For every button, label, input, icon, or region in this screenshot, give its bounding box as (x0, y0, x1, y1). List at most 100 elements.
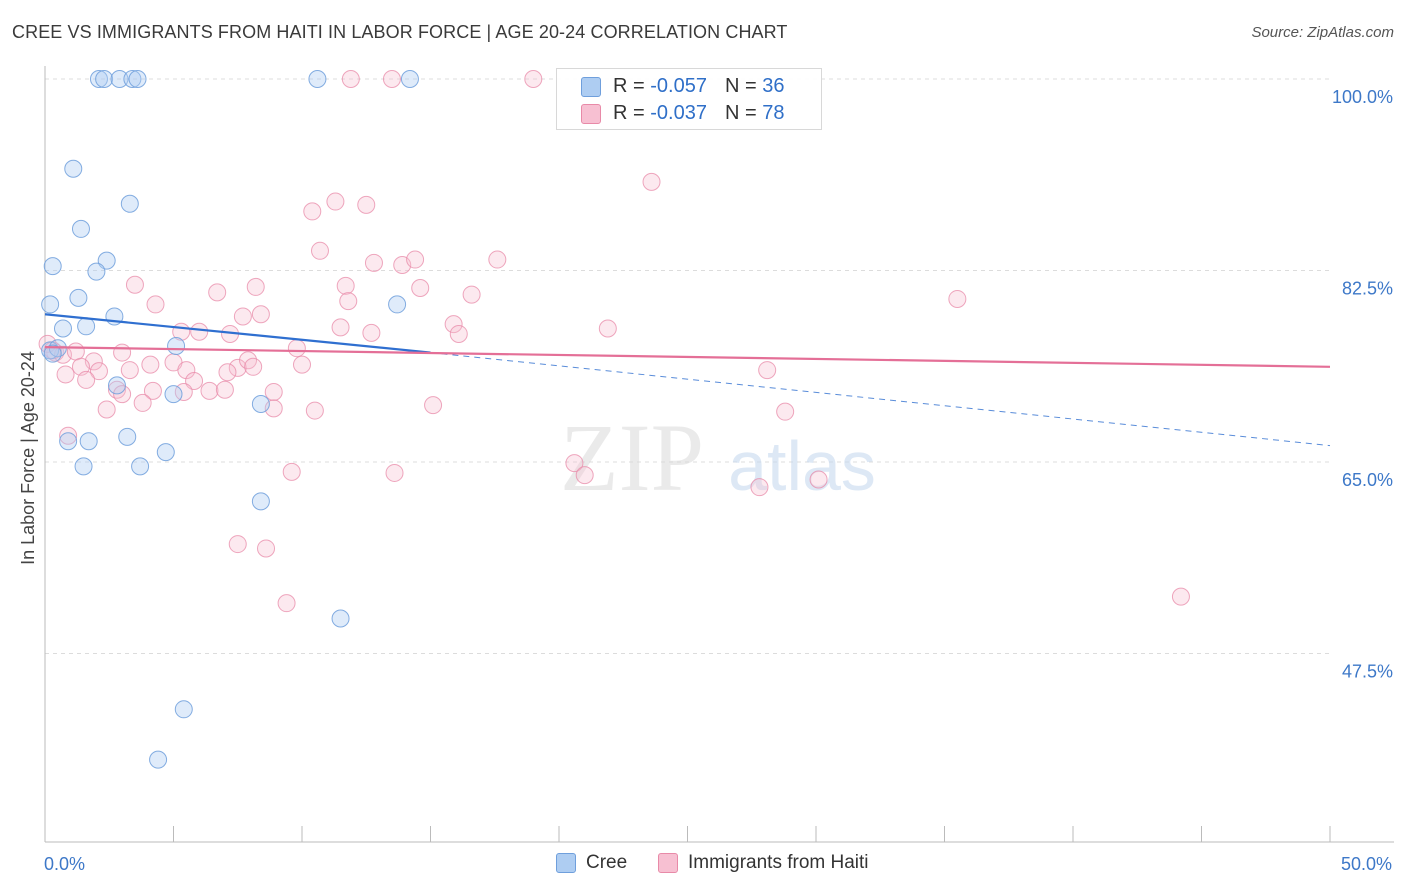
cree-point (53, 319, 72, 338)
legend-haiti-swatch-icon (658, 853, 678, 873)
cree-point (59, 432, 78, 451)
haiti-point (264, 382, 283, 401)
haiti-point (339, 292, 358, 311)
haiti-point (215, 380, 234, 399)
haiti-swatch-icon (581, 103, 601, 124)
x-tick-label: 0.0% (44, 854, 85, 874)
haiti-point (125, 275, 144, 294)
cree-point (79, 432, 98, 451)
haiti-point (406, 250, 425, 269)
cree-trendline-extension (430, 352, 1331, 447)
legend-haiti-label: Immigrants from Haiti (688, 852, 869, 873)
haiti-point (948, 289, 967, 308)
haiti-point (228, 358, 247, 377)
haiti-point (141, 355, 160, 374)
legend-item-haiti[interactable]: Immigrants from Haiti (658, 852, 869, 874)
cree-point (97, 251, 116, 270)
haiti-point (357, 195, 376, 214)
cree-point (128, 70, 147, 88)
cree-point (107, 376, 126, 395)
cree-swatch-icon (581, 76, 601, 97)
haiti-point (133, 393, 152, 412)
haiti-point (488, 250, 507, 269)
haiti-point (449, 324, 468, 343)
haiti-n-label: N = (724, 102, 757, 124)
bottom-legend: Cree Immigrants from Haiti (0, 850, 1406, 880)
haiti-point (642, 172, 661, 191)
stat-legend-row-haiti: R = -0.037 N = 78 (581, 102, 784, 125)
cree-point (77, 317, 96, 336)
haiti-point (382, 70, 401, 88)
haiti-point (282, 462, 301, 481)
haiti-point (462, 285, 481, 304)
axes (44, 66, 1394, 843)
haiti-point (758, 361, 777, 380)
haiti-point (59, 426, 78, 445)
haiti-n-value: 78 (762, 102, 785, 124)
haiti-point (218, 363, 237, 382)
y-tick-label: 82.5% (1342, 279, 1393, 299)
cree-point (74, 457, 93, 476)
watermark-zip: ZIP (560, 404, 704, 511)
haiti-point (303, 202, 322, 221)
cree-point (251, 395, 270, 414)
haiti-point (341, 70, 360, 88)
haiti-point (120, 361, 139, 380)
haiti-point (228, 535, 247, 554)
haiti-point (362, 323, 381, 342)
haiti-point (185, 372, 204, 391)
cree-point (164, 385, 183, 404)
haiti-point (364, 253, 383, 272)
cree-r-label: R = (613, 75, 645, 97)
haiti-point (66, 342, 85, 361)
legend-cree-label: Cree (586, 852, 628, 873)
cree-point (118, 427, 137, 446)
cree-point (156, 443, 175, 462)
haiti-point (190, 322, 209, 341)
y-tick-label: 65.0% (1342, 470, 1393, 490)
haiti-point (287, 339, 306, 358)
cree-point (308, 70, 327, 88)
haiti-point (310, 241, 329, 260)
haiti-point (424, 396, 443, 415)
x-tick-label: 50.0% (1341, 854, 1392, 874)
haiti-point (565, 454, 584, 473)
stat-legend-row-cree: R = -0.057 N = 36 (581, 75, 784, 98)
haiti-point (385, 463, 404, 482)
haiti-r-value: -0.037 (650, 102, 707, 124)
haiti-point (246, 277, 265, 296)
cree-point (251, 492, 270, 511)
watermark: ZIP atlas (560, 404, 876, 511)
cree-point (87, 262, 106, 281)
y-tick-label: 100.0% (1332, 87, 1393, 107)
haiti-point (336, 276, 355, 295)
cree-point (400, 70, 419, 88)
cree-point (41, 295, 60, 314)
haiti-point (233, 307, 252, 326)
cree-point (110, 70, 129, 88)
haiti-point (244, 357, 263, 376)
cree-point (43, 257, 62, 276)
legend-item-cree[interactable]: Cree (556, 852, 627, 874)
haiti-point (331, 318, 350, 337)
cree-point (89, 70, 108, 88)
haiti-point (251, 305, 270, 324)
cree-point (174, 700, 193, 719)
x-axis-ticks: 0.0% 50.0% (44, 826, 1392, 874)
haiti-point (89, 362, 108, 381)
cree-trendline (44, 313, 431, 354)
haiti-point (77, 370, 96, 389)
haiti-point (598, 319, 617, 338)
cree-point (71, 219, 90, 238)
haiti-point (113, 385, 132, 404)
haiti-point (200, 381, 219, 400)
haiti-r-label: R = (613, 102, 645, 124)
haiti-point (146, 295, 165, 314)
y-axis-label: In Labor Force | Age 20-24 (18, 351, 38, 565)
haiti-point (776, 402, 795, 421)
cree-point (131, 457, 150, 476)
haiti-trendline (44, 346, 1331, 368)
haiti-point (143, 381, 162, 400)
cree-point (167, 337, 186, 356)
